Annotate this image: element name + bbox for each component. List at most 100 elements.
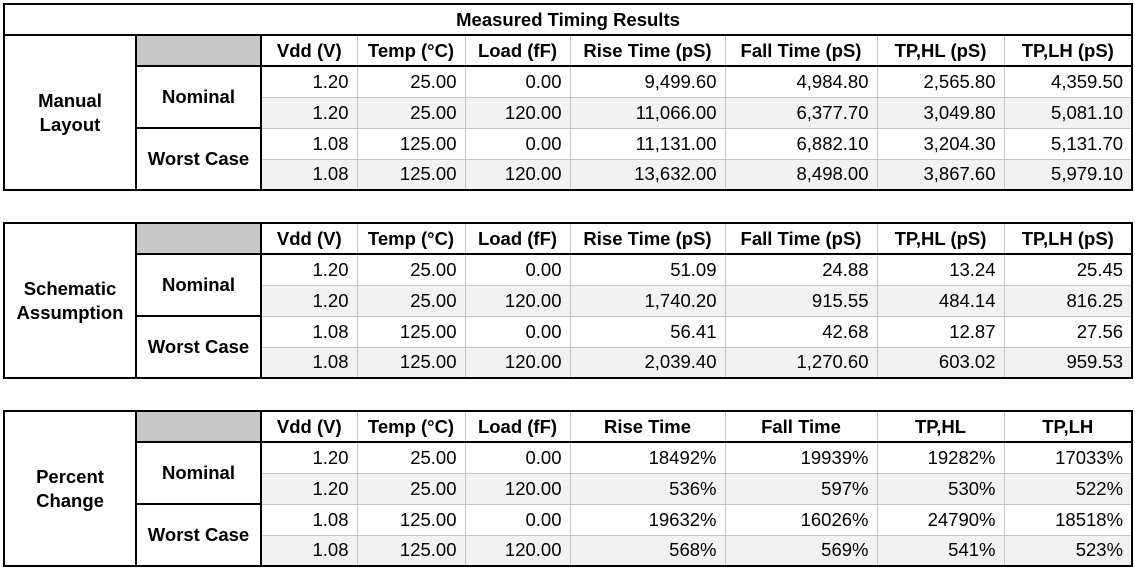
table-row: Worst Case 1.08 125.00 0.00 19632% 16026% 2479… (4, 503, 1134, 567)
table-cell: 1.08 (260, 503, 358, 536)
condition-label: Nominal (135, 253, 262, 317)
header-row: Manual Layout Vdd (V) Temp (°C) Load (fF) Ri… (3, 34, 1134, 191)
table-cell: 597% (724, 472, 878, 505)
table-cell: 3,204.30 (876, 127, 1005, 160)
table-cell: 959.53 (1003, 346, 1134, 379)
table-cell: 568% (569, 534, 726, 567)
table-row: Worst Case 1.08 125.00 0.00 56.41 42.68 12.87 2… (4, 315, 1134, 379)
condition-label: Worst Case (135, 127, 262, 191)
table-cell: 25.00 (356, 96, 466, 129)
table-cell: 125.00 (356, 503, 466, 536)
table-title: Measured Timing Results (2, 3, 1134, 36)
condition-label: Nominal (135, 65, 262, 129)
column-header: Fall Time (pS) (724, 34, 878, 67)
table-row: 1.08 125.00 120.00 13,632.00 8,498.00 3,867.6… (4, 158, 1134, 191)
table-cell: 484.14 (876, 284, 1005, 317)
table-cell: 1,740.20 (569, 284, 726, 317)
table-row: 1.20 25.00 120.00 1,740.20 915.55 484.14 816.2… (4, 284, 1134, 317)
table-cell: 25.00 (356, 284, 466, 317)
table-cell: 522% (1003, 472, 1134, 505)
table-cell: 24.88 (724, 253, 878, 286)
section-label: Manual Layout (3, 34, 137, 191)
column-header: Temp (°C) (356, 222, 466, 255)
column-header: TP,LH (pS) (1003, 222, 1134, 255)
table-cell: 6,882.10 (724, 127, 878, 160)
section-label: Schematic Assumption (3, 222, 137, 379)
column-header: TP,LH (1003, 410, 1134, 443)
column-header: Fall Time (724, 410, 878, 443)
table-cell: 5,081.10 (1003, 96, 1134, 129)
column-header: Load (fF) (464, 410, 571, 443)
table-cell: 125.00 (356, 158, 466, 191)
table-cell: 0.00 (464, 315, 571, 348)
table-cell: 5,979.10 (1003, 158, 1134, 191)
table-cell: 16026% (724, 503, 878, 536)
table-row: Worst Case 1.08 125.00 0.00 11,131.00 6,882.1… (4, 127, 1134, 191)
table-cell: 120.00 (464, 346, 571, 379)
table-cell: 1.20 (260, 96, 358, 129)
table-cell: 51.09 (569, 253, 726, 286)
column-header: Temp (°C) (356, 34, 466, 67)
table-cell: 1.08 (260, 127, 358, 160)
table-cell: 120.00 (464, 158, 571, 191)
table-row: Nominal 1.20 25.00 0.00 51.09 24.88 13.24 25.45 (4, 253, 1134, 317)
header-row: Percent Change Vdd (V) Temp (°C) Load (fF) R… (3, 410, 1134, 567)
table-cell: 1.08 (260, 346, 358, 379)
table-cell: 0.00 (464, 127, 571, 160)
table-cell: 8,498.00 (724, 158, 878, 191)
table-cell: 27.56 (1003, 315, 1134, 348)
table-cell: 3,867.60 (876, 158, 1005, 191)
column-header: Rise Time (pS) (569, 34, 726, 67)
table-cell: 1.20 (260, 253, 358, 286)
table-cell: 24790% (876, 503, 1005, 536)
table-cell: 0.00 (464, 65, 571, 98)
table-cell: 3,049.80 (876, 96, 1005, 129)
column-header: Temp (°C) (356, 410, 466, 443)
table-cell: 1.20 (260, 65, 358, 98)
table-cell: 120.00 (464, 472, 571, 505)
table-cell: 523% (1003, 534, 1134, 567)
table-cell: 19632% (569, 503, 726, 536)
section-gap (4, 378, 1132, 411)
table-cell: 1,270.60 (724, 346, 878, 379)
table-cell: 25.00 (356, 472, 466, 505)
table-cell: 1.20 (260, 472, 358, 505)
table-cell: 18518% (1003, 503, 1134, 536)
table-cell: 816.25 (1003, 284, 1134, 317)
table-cell: 4,359.50 (1003, 65, 1134, 98)
table-cell: 536% (569, 472, 726, 505)
table-cell: 56.41 (569, 315, 726, 348)
column-header: TP,LH (pS) (1003, 34, 1134, 67)
table-cell: 125.00 (356, 315, 466, 348)
table-cell: 0.00 (464, 503, 571, 536)
table-cell: 603.02 (876, 346, 1005, 379)
table-cell: 0.00 (464, 253, 571, 286)
table-cell: 1.08 (260, 315, 358, 348)
table-cell: 9,499.60 (569, 65, 726, 98)
header-corner (135, 222, 262, 255)
table-cell: 1.20 (260, 441, 358, 474)
table-cell: 120.00 (464, 284, 571, 317)
condition-label: Worst Case (135, 315, 262, 379)
column-header: Vdd (V) (260, 222, 358, 255)
column-header: TP,HL (876, 410, 1005, 443)
table-row: Nominal 1.20 25.00 0.00 9,499.60 4,984.80 2,56… (4, 65, 1134, 129)
table-cell: 25.00 (356, 65, 466, 98)
table-cell: 530% (876, 472, 1005, 505)
table-cell: 120.00 (464, 534, 571, 567)
column-header: Load (fF) (464, 34, 571, 67)
table-cell: 2,039.40 (569, 346, 726, 379)
table-cell: 125.00 (356, 127, 466, 160)
column-header: Vdd (V) (260, 410, 358, 443)
table-cell: 915.55 (724, 284, 878, 317)
table-cell: 25.00 (356, 253, 466, 286)
table-cell: 569% (724, 534, 878, 567)
table-cell: 11,066.00 (569, 96, 726, 129)
table-cell: 2,565.80 (876, 65, 1005, 98)
table-cell: 12.87 (876, 315, 1005, 348)
table-cell: 120.00 (464, 96, 571, 129)
column-header: Load (fF) (464, 222, 571, 255)
table-cell: 4,984.80 (724, 65, 878, 98)
column-header: TP,HL (pS) (876, 34, 1005, 67)
condition-label: Worst Case (135, 503, 262, 567)
